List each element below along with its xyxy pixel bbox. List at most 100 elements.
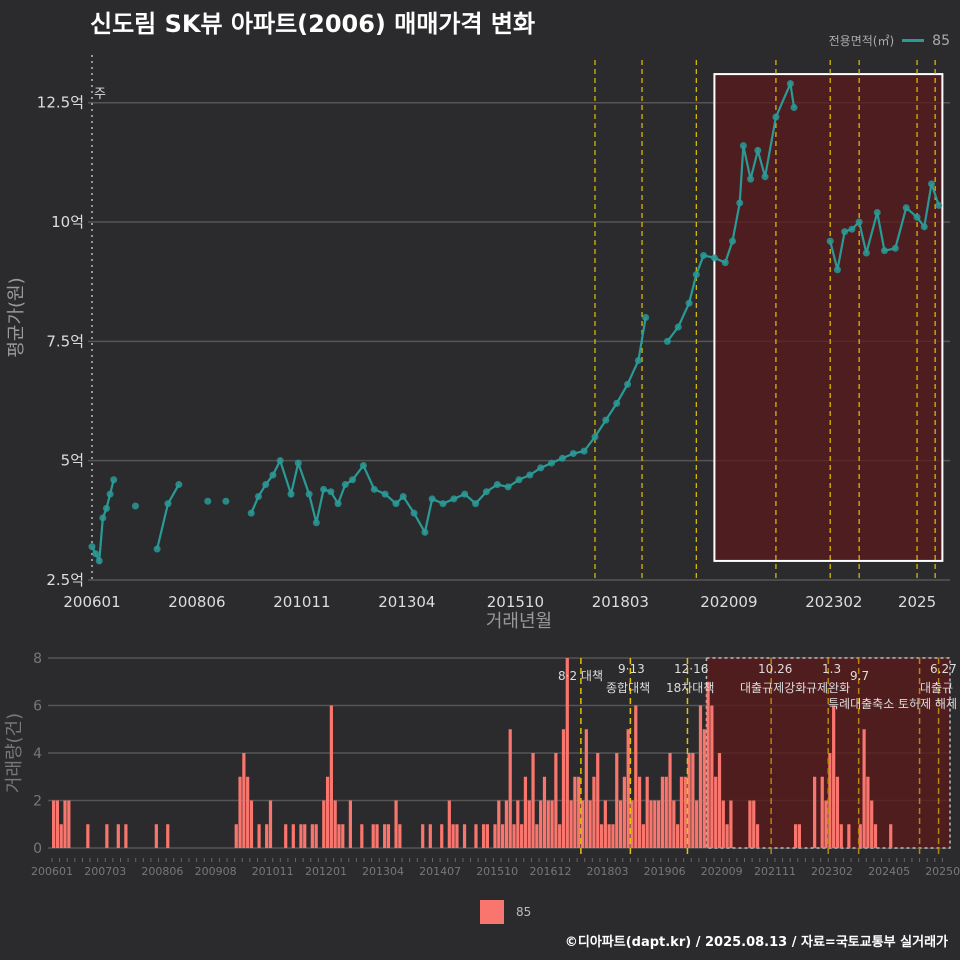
policy-event-label: 1.3 bbox=[822, 662, 841, 676]
price-point bbox=[341, 481, 349, 489]
volume-bar bbox=[154, 824, 158, 848]
price-point bbox=[349, 476, 357, 484]
volume-bar bbox=[676, 824, 680, 848]
volume-bar bbox=[580, 800, 585, 848]
legend-swatch-line bbox=[902, 39, 925, 42]
price-xtick-label: 201304 bbox=[378, 593, 435, 611]
volume-bar bbox=[63, 800, 67, 848]
price-point bbox=[613, 399, 621, 407]
price-yaxis-title: 평균가(원) bbox=[6, 277, 27, 357]
volume-bar bbox=[291, 824, 295, 848]
volume-xtick-label: 201304 bbox=[362, 865, 404, 878]
price-point bbox=[334, 500, 342, 508]
volume-bar bbox=[504, 800, 509, 848]
volume-bar bbox=[508, 729, 512, 848]
volume-bar bbox=[664, 776, 668, 848]
volume-bar bbox=[527, 800, 531, 848]
volume-bar bbox=[105, 824, 109, 848]
volume-bar bbox=[839, 824, 843, 848]
volume-bar bbox=[637, 776, 642, 848]
price-point bbox=[558, 454, 566, 462]
volume-bar bbox=[462, 824, 467, 848]
volume-bar bbox=[516, 800, 520, 848]
volume-bar bbox=[813, 776, 817, 848]
price-series-line bbox=[156, 484, 180, 550]
price-point bbox=[634, 356, 642, 364]
volume-bar bbox=[447, 800, 451, 848]
volume-bar bbox=[303, 824, 307, 848]
price-point bbox=[786, 80, 794, 88]
volume-bar bbox=[531, 753, 535, 848]
price-point bbox=[99, 514, 107, 522]
price-point bbox=[294, 459, 302, 467]
price-point bbox=[106, 490, 114, 498]
volume-bar bbox=[257, 824, 261, 848]
volume-bar bbox=[691, 753, 695, 848]
volume-bar bbox=[497, 800, 501, 848]
price-point bbox=[305, 490, 313, 498]
price-ytick-label: 5억 bbox=[61, 452, 84, 470]
price-point bbox=[833, 266, 841, 274]
volume-bar bbox=[618, 800, 623, 848]
volume-xtick-label: 202508 bbox=[925, 865, 960, 878]
volume-bar bbox=[348, 800, 353, 848]
volume-bar bbox=[862, 729, 866, 848]
volume-bar bbox=[440, 824, 444, 848]
volume-bar bbox=[660, 776, 665, 848]
price-xtick-label: 200601 bbox=[63, 593, 120, 611]
price-point bbox=[482, 488, 490, 496]
price-point bbox=[421, 528, 429, 536]
volume-bar bbox=[554, 753, 558, 848]
policy-event-sublabel: 특례대출축소 bbox=[828, 697, 894, 711]
volume-bar bbox=[523, 776, 528, 848]
volume-bar bbox=[455, 824, 459, 848]
volume-bar bbox=[630, 800, 634, 848]
volume-bar bbox=[717, 753, 722, 848]
price-xtick-label: 201803 bbox=[592, 593, 649, 611]
price-point bbox=[450, 495, 458, 503]
volume-bar bbox=[265, 824, 269, 848]
volume-bar bbox=[577, 776, 581, 848]
volume-bar bbox=[52, 800, 56, 848]
price-point bbox=[175, 481, 183, 489]
volume-bar bbox=[246, 776, 250, 848]
price-point bbox=[642, 314, 650, 321]
volume-bar bbox=[755, 824, 760, 848]
price-point bbox=[880, 247, 888, 255]
price-point bbox=[685, 299, 693, 307]
volume-bar bbox=[284, 824, 288, 848]
price-point bbox=[674, 323, 682, 331]
legend-top: 전용면적(㎡) 85 bbox=[829, 32, 950, 49]
credit-text: ©디아파트(dapt.kr) / 2025.08.13 / 자료=국토교통부 실… bbox=[564, 935, 948, 950]
volume-bar bbox=[649, 800, 653, 848]
policy-event-label: 10.26 bbox=[758, 662, 792, 676]
volume-bar bbox=[847, 824, 851, 848]
price-point bbox=[88, 543, 96, 551]
volume-bar bbox=[588, 800, 592, 848]
volume-bar bbox=[596, 753, 600, 848]
volume-chart: 0 2 4 6 8 8·2 대책 9·13 12·16 10.26 1.3 6.27 종합대책 18차대… bbox=[4, 651, 960, 878]
policy-event-sublabel: 18차대책 bbox=[666, 680, 714, 695]
volume-ytick-label: 2 bbox=[33, 794, 42, 810]
price-series-line bbox=[250, 317, 647, 536]
price-point bbox=[873, 209, 881, 216]
volume-bar bbox=[238, 776, 242, 848]
price-point bbox=[164, 500, 172, 508]
price-xtick-label: 202009 bbox=[700, 593, 757, 611]
volume-bar bbox=[383, 824, 387, 848]
price-point bbox=[935, 201, 943, 209]
price-point bbox=[110, 476, 118, 484]
price-point bbox=[504, 483, 512, 491]
price-point bbox=[276, 457, 284, 465]
price-point bbox=[754, 146, 762, 154]
price-xtick-label: 202302 bbox=[805, 593, 862, 611]
price-point bbox=[569, 450, 577, 458]
volume-bar bbox=[166, 824, 170, 848]
price-point bbox=[515, 476, 523, 484]
volume-bar bbox=[322, 800, 326, 848]
price-ytick-label: 2.5억 bbox=[46, 571, 84, 589]
legend-title: 전용면적(㎡) bbox=[828, 34, 895, 48]
price-point bbox=[624, 380, 632, 388]
price-point bbox=[928, 180, 936, 188]
price-point bbox=[790, 104, 798, 111]
